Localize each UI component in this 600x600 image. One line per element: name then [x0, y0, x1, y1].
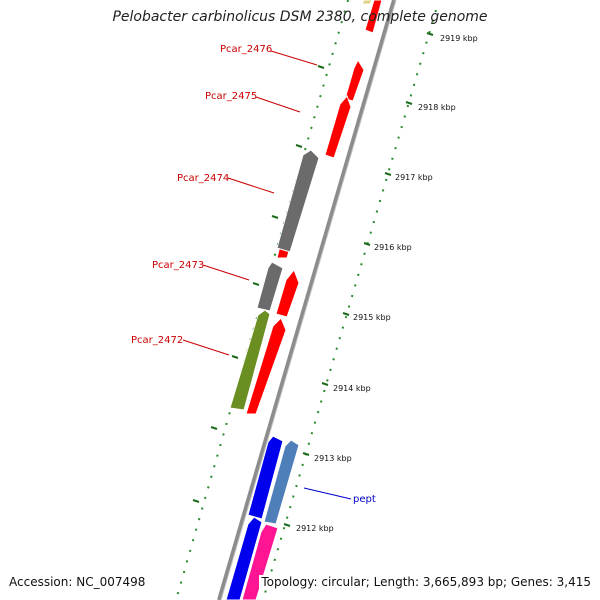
kbp-label: 2916 kbp [374, 243, 412, 252]
gene-arrow-pink [241, 523, 279, 600]
gene-arrow-red [364, 0, 383, 34]
gene-label: Pcar_2476 [220, 44, 272, 55]
kbp-label: 2913 kbp [314, 454, 352, 463]
gene-arrow-grey [276, 149, 320, 253]
gene-arrow-red [275, 269, 300, 318]
gene-arrow-grey [256, 261, 284, 312]
kbp-label: 2917 kbp [395, 173, 433, 182]
gene-label: Pcar_2472 [131, 335, 183, 346]
gene-arrow-olive [229, 309, 271, 411]
gene-label: Pcar_2473 [152, 260, 204, 271]
kbp-label: 2919 kbp [440, 34, 478, 43]
genome-backbone [217, 0, 396, 600]
kbp-label: 2918 kbp [418, 103, 456, 112]
kbp-label: 2915 kbp [353, 313, 391, 322]
gene-arrow-blue [247, 435, 284, 520]
kbp-tick-labels: 2919 kbp 2918 kbp 2917 kbp 2916 kbp 2915… [296, 34, 478, 533]
gene-arrow-yellow [361, 0, 373, 5]
reverse-strand-genes [225, 149, 320, 600]
genome-title: Pelobacter carbinolicus DSM 2380, comple… [112, 9, 488, 25]
accession-text: Accession: NC_007498 [9, 575, 146, 589]
kbp-label: 2914 kbp [333, 384, 371, 393]
gene-label-leaders [182, 50, 352, 500]
gene-label: pept [353, 494, 376, 505]
gene-arrow-red [245, 317, 287, 415]
gene-arrow-red [344, 58, 365, 102]
outer-major-ticks [283, 32, 434, 527]
gene-arrow-blue [225, 516, 263, 600]
gene-label: Pcar_2475 [205, 91, 257, 102]
gene-label: Pcar_2474 [177, 173, 229, 184]
gene-labels: Pcar_2476 Pcar_2475 Pcar_2474 Pcar_2473 … [131, 44, 376, 505]
gene-arrow-steelblue [263, 439, 300, 525]
genome-summary-text: Topology: circular; Length: 3,665,893 bp… [259, 575, 591, 589]
inner-major-ticks [192, 65, 325, 503]
kbp-label: 2912 kbp [296, 524, 334, 533]
gene-arrow-red [324, 95, 352, 159]
